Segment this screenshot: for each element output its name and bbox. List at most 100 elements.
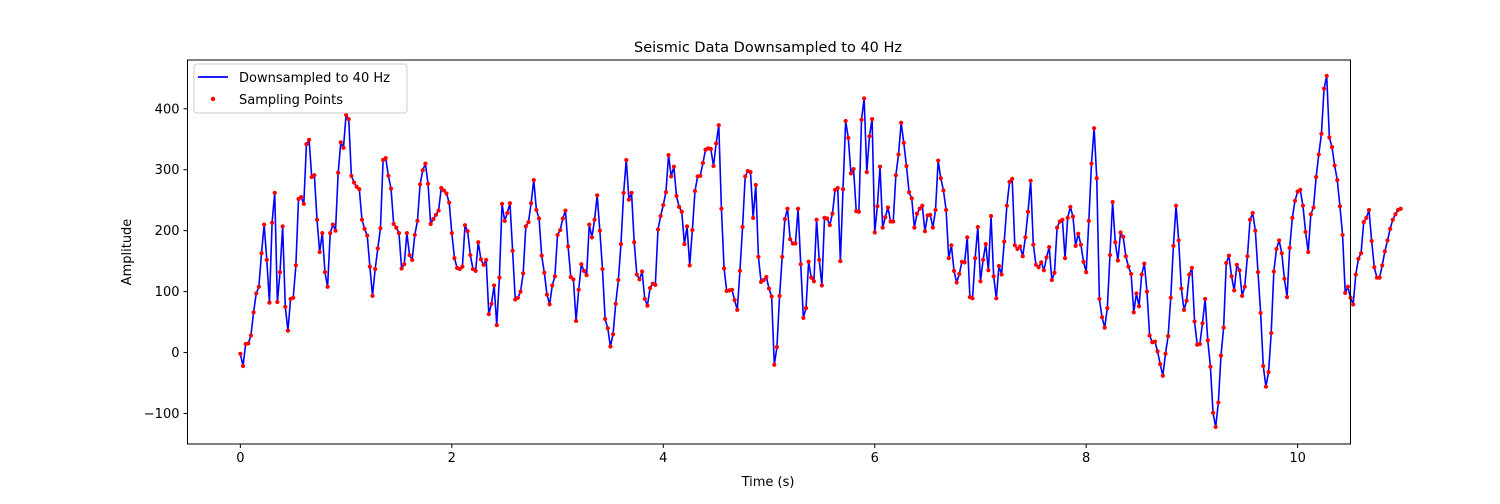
sampling-point bbox=[740, 224, 745, 230]
sampling-point bbox=[637, 277, 642, 282]
sampling-point bbox=[613, 301, 618, 306]
sampling-point bbox=[431, 216, 436, 222]
sampling-point bbox=[1242, 284, 1247, 289]
sampling-point bbox=[1218, 353, 1224, 358]
sampling-point bbox=[708, 146, 713, 152]
sampling-point bbox=[951, 268, 957, 273]
sampling-point bbox=[478, 257, 483, 262]
sampling-point bbox=[732, 298, 737, 303]
sampling-point bbox=[1171, 243, 1176, 248]
sampling-point bbox=[410, 257, 415, 263]
sampling-point bbox=[412, 232, 417, 238]
sampling-point bbox=[476, 240, 481, 245]
sampling-point bbox=[1287, 245, 1292, 250]
sampling-point bbox=[402, 262, 407, 267]
sampling-point bbox=[595, 193, 600, 198]
sampling-point bbox=[262, 222, 267, 227]
sampling-point bbox=[1147, 333, 1152, 338]
sampling-point bbox=[502, 218, 507, 224]
sampling-point bbox=[283, 304, 288, 309]
sampling-point bbox=[671, 164, 676, 169]
sampling-point bbox=[1173, 203, 1179, 208]
sampling-point bbox=[534, 207, 539, 213]
sampling-point bbox=[314, 217, 320, 222]
sampling-point bbox=[552, 274, 558, 279]
sampling-point bbox=[922, 229, 928, 234]
sampling-point bbox=[272, 190, 277, 195]
legend-box bbox=[193, 63, 408, 114]
sampling-point bbox=[814, 217, 819, 222]
sampling-point bbox=[1327, 135, 1332, 140]
sampling-point bbox=[238, 351, 243, 356]
sampling-point bbox=[1279, 251, 1284, 256]
sampling-point bbox=[1134, 291, 1139, 296]
sampling-point bbox=[1303, 229, 1308, 234]
sampling-point bbox=[1364, 215, 1369, 220]
sampling-point bbox=[1023, 235, 1028, 240]
y-tick-label: 0 bbox=[171, 346, 179, 361]
sampling-point bbox=[587, 222, 592, 227]
sampling-point bbox=[946, 256, 951, 261]
sampling-point bbox=[936, 158, 941, 163]
sampling-point bbox=[848, 171, 854, 176]
sampling-point bbox=[669, 174, 674, 179]
sampling-point bbox=[780, 254, 785, 259]
sampling-point bbox=[1226, 253, 1232, 258]
sampling-point bbox=[1356, 256, 1361, 261]
sampling-point bbox=[473, 268, 478, 273]
sampling-point bbox=[1094, 176, 1099, 181]
sampling-point bbox=[1247, 217, 1253, 222]
sampling-point bbox=[764, 274, 769, 280]
sampling-point bbox=[906, 190, 912, 195]
sampling-point bbox=[568, 274, 573, 280]
sampling-point bbox=[1184, 298, 1189, 303]
sampling-point bbox=[1380, 263, 1385, 268]
sampling-point bbox=[1237, 268, 1242, 273]
sampling-point bbox=[439, 185, 444, 191]
sampling-point bbox=[251, 310, 256, 315]
sampling-point bbox=[1282, 276, 1287, 281]
sampling-point bbox=[1076, 231, 1081, 236]
sampling-point bbox=[269, 220, 275, 225]
sampling-point bbox=[240, 363, 246, 369]
legend-label-sampling: Sampling Points bbox=[239, 93, 343, 108]
sampling-point bbox=[1255, 270, 1261, 275]
sampling-point bbox=[468, 252, 473, 258]
sampling-point bbox=[1081, 259, 1086, 264]
sampling-point bbox=[423, 161, 428, 166]
sampling-point bbox=[653, 282, 658, 288]
sampling-point bbox=[1390, 217, 1395, 222]
sampling-point bbox=[819, 283, 824, 288]
y-axis-label: Amplitude bbox=[120, 219, 135, 286]
sampling-point bbox=[999, 272, 1004, 277]
sampling-point bbox=[856, 209, 861, 214]
sampling-point bbox=[1250, 210, 1255, 216]
sampling-point bbox=[573, 318, 579, 323]
sampling-point bbox=[1319, 131, 1324, 136]
y-tick-label: 300 bbox=[155, 163, 180, 178]
sampling-point bbox=[962, 260, 967, 265]
sampling-point bbox=[1047, 245, 1052, 250]
sampling-point bbox=[862, 96, 867, 101]
sampling-point bbox=[373, 266, 378, 272]
sampling-point bbox=[1158, 362, 1163, 367]
sampling-point bbox=[312, 173, 317, 178]
legend-label-downsampled: Downsampled to 40 Hz bbox=[239, 71, 390, 86]
sampling-point bbox=[343, 112, 349, 117]
sampling-point bbox=[991, 274, 996, 279]
sampling-point bbox=[864, 170, 869, 175]
x-axis: 0 2 4 6 8 10 bbox=[236, 444, 1306, 466]
sampling-point bbox=[571, 277, 576, 282]
sampling-point bbox=[351, 180, 357, 185]
sampling-point bbox=[1002, 239, 1007, 244]
sampling-point bbox=[632, 240, 637, 245]
sampling-point bbox=[457, 266, 462, 272]
sampling-point bbox=[1121, 234, 1126, 239]
sampling-point bbox=[753, 182, 758, 188]
x-tick-label: 6 bbox=[871, 451, 879, 466]
sampling-point bbox=[404, 231, 409, 236]
sampling-point bbox=[605, 326, 610, 331]
sampling-point bbox=[1033, 262, 1039, 267]
sampling-point bbox=[893, 173, 898, 178]
sampling-point bbox=[1261, 363, 1266, 369]
